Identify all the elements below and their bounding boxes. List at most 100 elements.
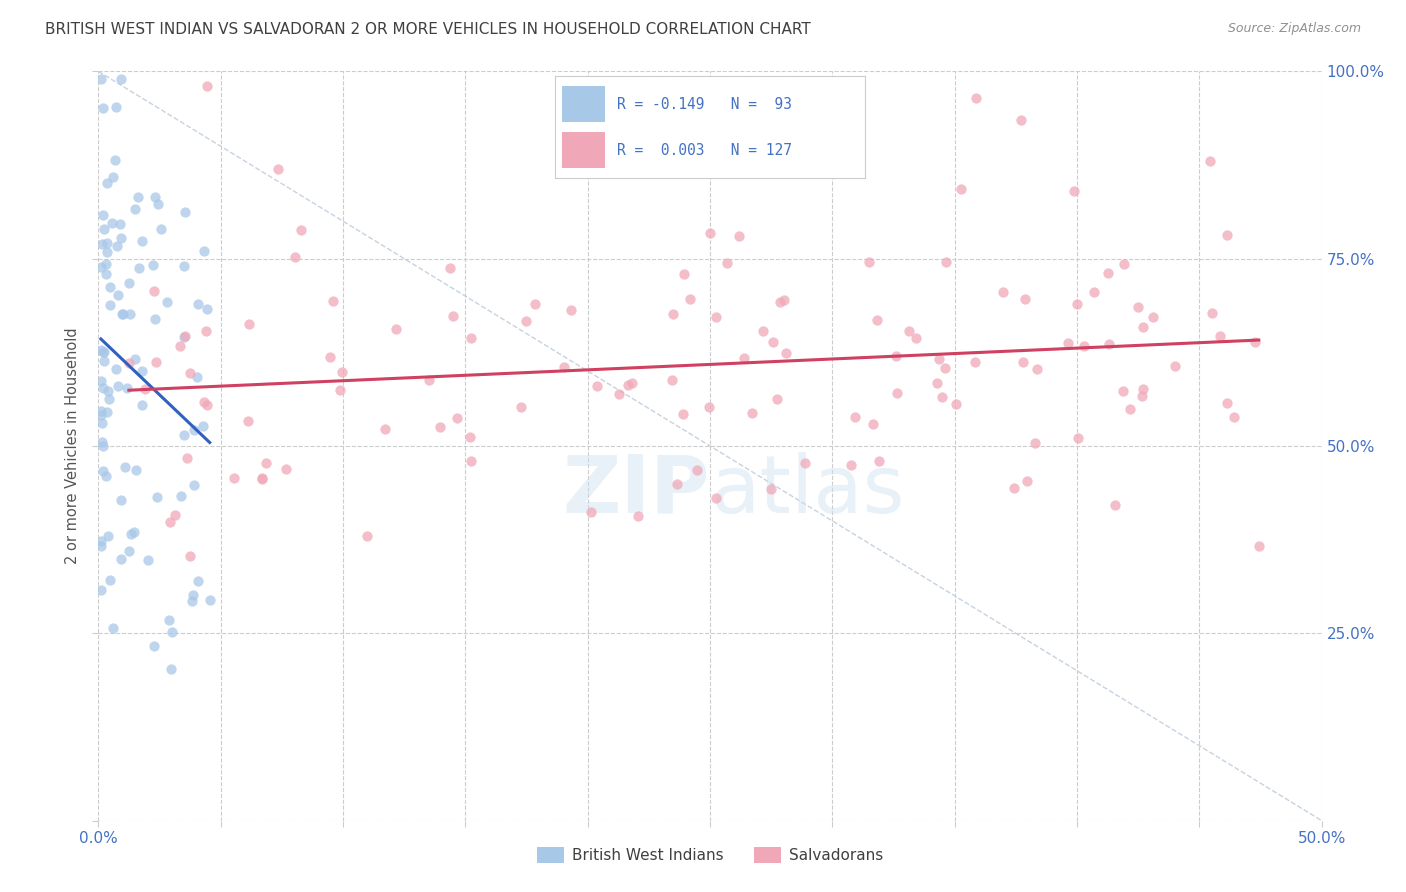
Point	[114, 459, 136, 474]
Point	[460, 331, 482, 345]
Point	[886, 386, 908, 401]
Point	[170, 489, 193, 503]
Point	[458, 430, 481, 444]
Point	[101, 169, 124, 184]
Point	[91, 439, 114, 453]
Point	[290, 223, 312, 237]
Point	[238, 414, 260, 428]
Point	[191, 419, 214, 434]
Point	[672, 407, 695, 421]
Point	[931, 390, 953, 404]
Point	[621, 376, 644, 391]
Point	[1112, 384, 1135, 398]
Text: Source: ZipAtlas.com: Source: ZipAtlas.com	[1227, 22, 1361, 36]
Point	[91, 208, 114, 222]
Point	[118, 355, 141, 369]
Point	[160, 625, 183, 640]
Point	[666, 476, 689, 491]
Point	[100, 280, 122, 294]
Point	[1132, 319, 1154, 334]
Point	[794, 456, 817, 470]
Point	[125, 463, 148, 477]
Point	[1208, 329, 1230, 343]
Point	[110, 218, 132, 232]
Point	[699, 226, 721, 240]
Point	[374, 422, 396, 436]
Bar	[561, 87, 605, 122]
Point	[385, 322, 408, 336]
Point	[439, 260, 461, 275]
Point	[661, 374, 683, 388]
Point	[460, 454, 482, 468]
Point	[945, 397, 967, 411]
Point	[160, 662, 183, 676]
Point	[173, 428, 195, 442]
Point	[884, 349, 907, 363]
Point	[1247, 539, 1270, 553]
Point	[1098, 337, 1121, 351]
Point	[1142, 310, 1164, 324]
Point	[1063, 184, 1085, 198]
Point	[250, 471, 273, 485]
Point	[128, 260, 150, 275]
Point	[91, 416, 114, 430]
Point	[173, 259, 195, 273]
Point	[105, 238, 128, 252]
Point	[93, 354, 115, 368]
Point	[101, 216, 124, 230]
Point	[183, 478, 205, 492]
Point	[319, 350, 342, 364]
Point	[510, 400, 533, 414]
Point	[238, 317, 260, 331]
Point	[134, 382, 156, 396]
Point	[1132, 382, 1154, 396]
Point	[179, 367, 201, 381]
Point	[607, 386, 630, 401]
Point	[90, 374, 112, 388]
Point	[110, 307, 132, 321]
Point	[934, 360, 956, 375]
Point	[112, 307, 135, 321]
Point	[91, 435, 114, 450]
Point	[120, 526, 142, 541]
Point	[1097, 266, 1119, 280]
Point	[115, 382, 138, 396]
Point	[284, 250, 307, 264]
Point	[844, 410, 866, 425]
Point	[1215, 227, 1237, 242]
Point	[768, 294, 790, 309]
Point	[254, 456, 277, 470]
Point	[176, 450, 198, 465]
Point	[174, 205, 197, 219]
Point	[98, 573, 121, 587]
Point	[1056, 336, 1078, 351]
Point	[329, 384, 352, 398]
Point	[131, 398, 153, 412]
Point	[560, 302, 582, 317]
Point	[174, 328, 197, 343]
Point	[169, 339, 191, 353]
Point	[90, 533, 112, 548]
Point	[195, 302, 218, 317]
Point	[616, 377, 638, 392]
Point	[1067, 432, 1090, 446]
Point	[356, 529, 378, 543]
Point	[775, 345, 797, 359]
Point	[704, 310, 727, 324]
Point	[274, 462, 297, 476]
Point	[678, 292, 700, 306]
Point	[90, 539, 112, 553]
Point	[96, 384, 118, 398]
Point	[772, 293, 794, 307]
Point	[120, 307, 142, 321]
Point	[183, 423, 205, 437]
Point	[104, 153, 127, 167]
Point	[142, 258, 165, 272]
Point	[1223, 410, 1246, 425]
Point	[187, 574, 209, 589]
Point	[716, 256, 738, 270]
Point	[98, 298, 121, 312]
Point	[105, 100, 128, 114]
Point	[157, 613, 180, 627]
Point	[97, 528, 120, 542]
